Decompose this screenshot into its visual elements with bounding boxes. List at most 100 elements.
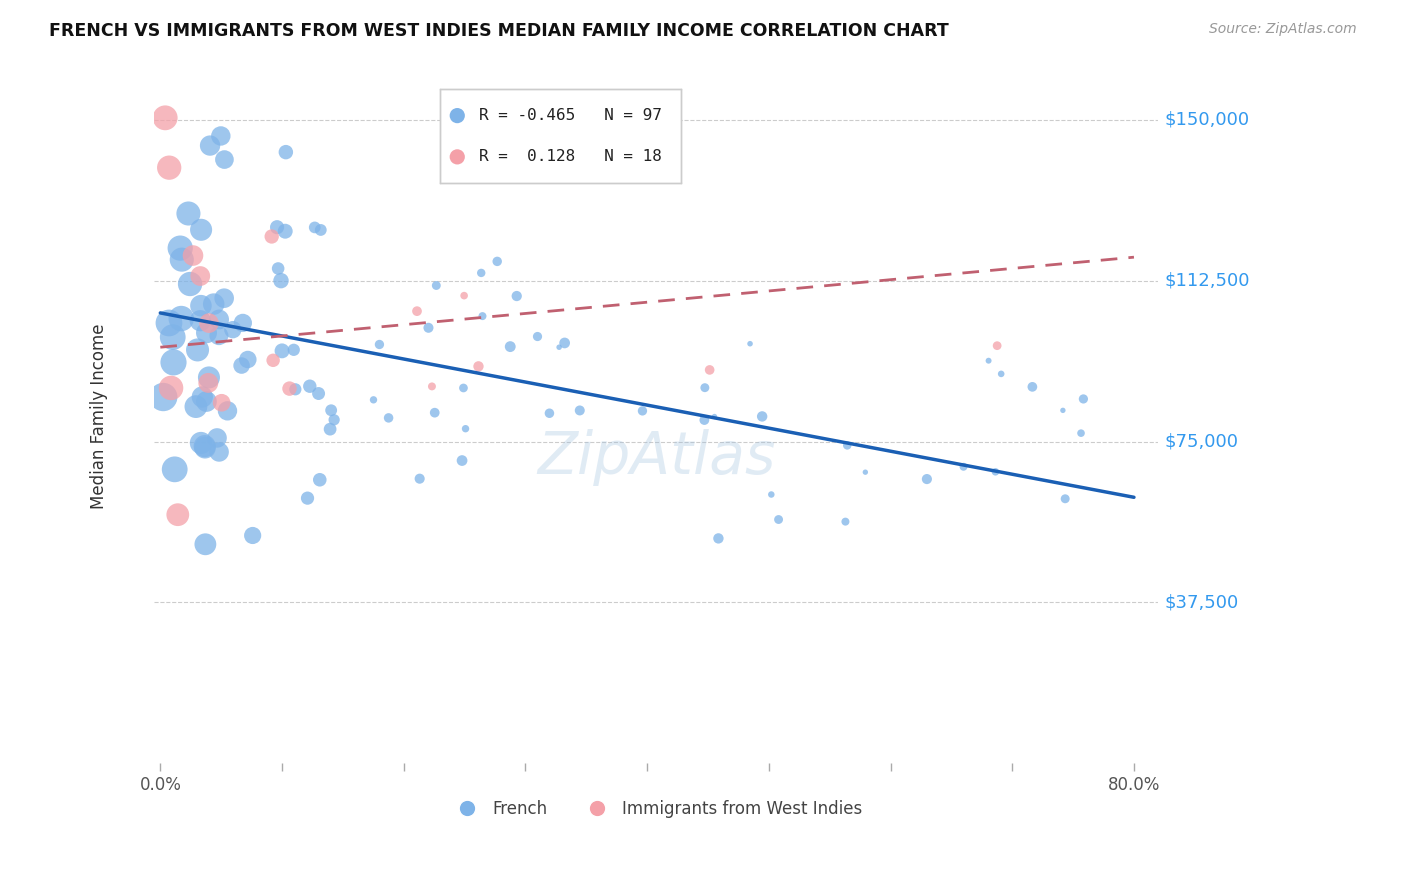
Point <box>188 314 211 328</box>
Point <box>186 343 208 357</box>
Point <box>506 289 529 303</box>
Point <box>554 335 576 350</box>
Point <box>181 248 204 262</box>
Point <box>267 261 290 276</box>
Point <box>423 406 446 420</box>
Point <box>699 363 721 377</box>
Point <box>198 138 221 153</box>
Point <box>853 465 876 479</box>
Text: Source: ZipAtlas.com: Source: ZipAtlas.com <box>1209 22 1357 37</box>
Point <box>197 376 219 390</box>
Point <box>190 223 212 237</box>
Point <box>266 220 288 235</box>
Point <box>751 409 773 424</box>
Point <box>377 410 399 425</box>
Point <box>319 422 342 436</box>
Point <box>198 316 221 330</box>
Point <box>205 431 228 445</box>
Point <box>163 462 186 476</box>
Text: Median Family Income: Median Family Income <box>90 323 108 508</box>
Point <box>160 381 183 395</box>
Point <box>184 400 207 414</box>
Point <box>538 406 561 420</box>
Point <box>260 229 283 244</box>
Point <box>214 153 236 167</box>
Point <box>738 336 761 351</box>
Point <box>208 445 231 459</box>
Point <box>977 353 1000 368</box>
Point <box>631 404 654 418</box>
Point <box>202 297 225 311</box>
Point <box>768 512 790 526</box>
Point <box>190 436 212 450</box>
Point <box>368 337 391 351</box>
Point <box>162 330 184 344</box>
Point <box>166 508 188 522</box>
Point <box>1070 426 1092 441</box>
Point <box>568 403 591 417</box>
Point <box>153 111 176 125</box>
Point <box>271 343 294 358</box>
Point <box>217 404 239 418</box>
Point <box>209 128 232 143</box>
Point <box>990 367 1012 381</box>
Point <box>693 413 716 427</box>
Point <box>194 439 217 453</box>
Point <box>194 441 217 455</box>
Point <box>323 413 346 427</box>
Point <box>169 241 191 255</box>
Point <box>177 206 200 220</box>
Point <box>952 459 974 474</box>
Text: $150,000: $150,000 <box>1164 111 1250 129</box>
Point <box>834 515 856 529</box>
Point <box>195 326 218 340</box>
Point <box>297 491 319 505</box>
Point <box>179 277 201 291</box>
Point <box>1054 491 1077 506</box>
Point <box>236 352 259 367</box>
Point <box>915 472 938 486</box>
Text: $75,000: $75,000 <box>1164 433 1239 450</box>
Point <box>548 340 571 354</box>
Point <box>278 382 301 396</box>
Point <box>1073 392 1095 406</box>
Text: ZipAtlas: ZipAtlas <box>537 429 776 486</box>
Point <box>190 299 212 313</box>
Point <box>222 323 245 337</box>
Point <box>191 390 214 404</box>
Point <box>232 316 254 330</box>
Point <box>298 379 321 393</box>
Point <box>170 311 193 326</box>
Point <box>1052 403 1074 417</box>
Point <box>157 316 180 330</box>
Point <box>208 328 231 343</box>
Point <box>170 252 193 267</box>
Point <box>420 379 443 393</box>
Point <box>984 465 1007 479</box>
Point <box>231 359 253 373</box>
Point <box>188 268 211 283</box>
Point <box>707 532 730 546</box>
Point <box>406 304 429 318</box>
Point <box>308 386 330 401</box>
Point <box>274 224 297 238</box>
Point <box>761 487 783 501</box>
Point <box>274 145 297 160</box>
Point <box>284 382 307 396</box>
Text: $112,500: $112,500 <box>1164 272 1250 290</box>
Point <box>308 473 330 487</box>
Point <box>283 343 305 357</box>
Point <box>363 392 385 407</box>
Point <box>157 161 180 175</box>
Point <box>470 266 492 280</box>
Point <box>471 309 494 323</box>
Point <box>211 396 233 410</box>
Point <box>454 422 477 436</box>
Point <box>262 353 284 368</box>
Legend: French, Immigrants from West Indies: French, Immigrants from West Indies <box>443 793 869 824</box>
Point <box>425 278 447 293</box>
Point <box>208 312 231 326</box>
Point <box>195 394 218 409</box>
Point <box>486 254 509 268</box>
Point <box>321 403 343 417</box>
